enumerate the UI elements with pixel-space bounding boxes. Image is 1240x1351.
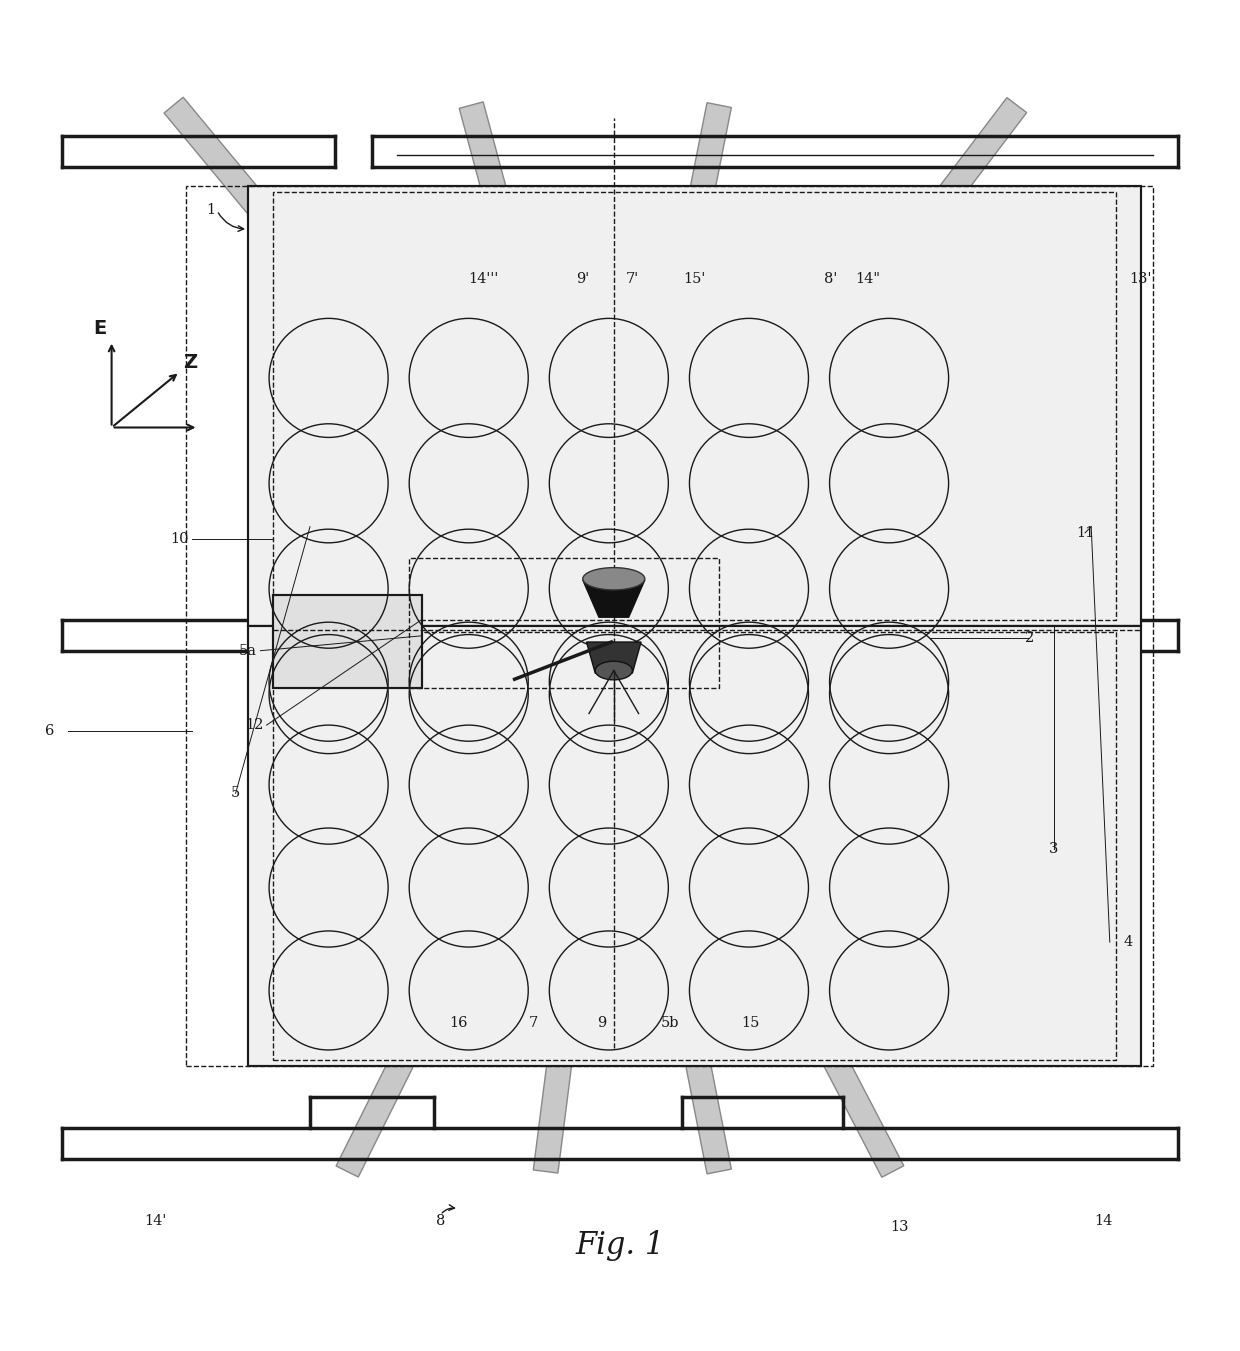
Text: 13': 13' (1130, 272, 1152, 285)
Bar (273, 192, 1116, 620)
Bar (248, 626, 1141, 1066)
Polygon shape (164, 97, 624, 643)
Text: 5a: 5a (239, 643, 257, 658)
Text: 8': 8' (825, 272, 837, 285)
Polygon shape (604, 97, 1027, 643)
Text: 9: 9 (596, 1016, 606, 1029)
Polygon shape (587, 642, 641, 673)
Text: 5b: 5b (661, 1016, 678, 1029)
Text: 5: 5 (231, 786, 241, 800)
Bar (248, 626, 1141, 1066)
Polygon shape (533, 634, 626, 1173)
Bar (273, 594, 422, 688)
Text: 16: 16 (450, 1016, 467, 1029)
Text: 1: 1 (206, 204, 216, 218)
Polygon shape (603, 630, 904, 1177)
Text: 14''': 14''' (469, 272, 498, 285)
Text: Z: Z (184, 353, 197, 372)
Bar (186, 185, 1153, 1066)
Text: 4: 4 (1123, 935, 1133, 950)
Text: 15': 15' (683, 272, 706, 285)
Text: 6: 6 (45, 724, 55, 738)
Text: 12: 12 (246, 719, 263, 732)
Text: 14': 14' (144, 1215, 166, 1228)
Ellipse shape (595, 661, 632, 680)
Polygon shape (459, 101, 626, 639)
Ellipse shape (583, 567, 645, 590)
Polygon shape (601, 634, 732, 1174)
Text: E: E (93, 319, 107, 339)
Text: 7: 7 (528, 1016, 538, 1029)
Text: 11: 11 (1076, 526, 1094, 540)
Polygon shape (601, 103, 732, 638)
Bar (273, 594, 422, 688)
Text: Fig. 1: Fig. 1 (575, 1231, 665, 1262)
Text: 10: 10 (171, 532, 188, 546)
Text: 2: 2 (1024, 631, 1034, 646)
Bar (248, 185, 1141, 626)
Text: 13: 13 (890, 1220, 908, 1235)
Bar (273, 632, 1116, 1061)
Polygon shape (583, 580, 645, 617)
Text: 3: 3 (1049, 842, 1059, 857)
Bar (248, 185, 1141, 626)
Text: 15: 15 (742, 1016, 759, 1029)
Text: 9': 9' (577, 272, 589, 285)
Polygon shape (336, 631, 625, 1177)
Text: 7': 7' (626, 272, 639, 285)
Bar (409, 558, 719, 688)
Text: 14": 14" (856, 272, 880, 285)
Text: 8: 8 (435, 1215, 445, 1228)
Text: 14: 14 (1095, 1215, 1112, 1228)
